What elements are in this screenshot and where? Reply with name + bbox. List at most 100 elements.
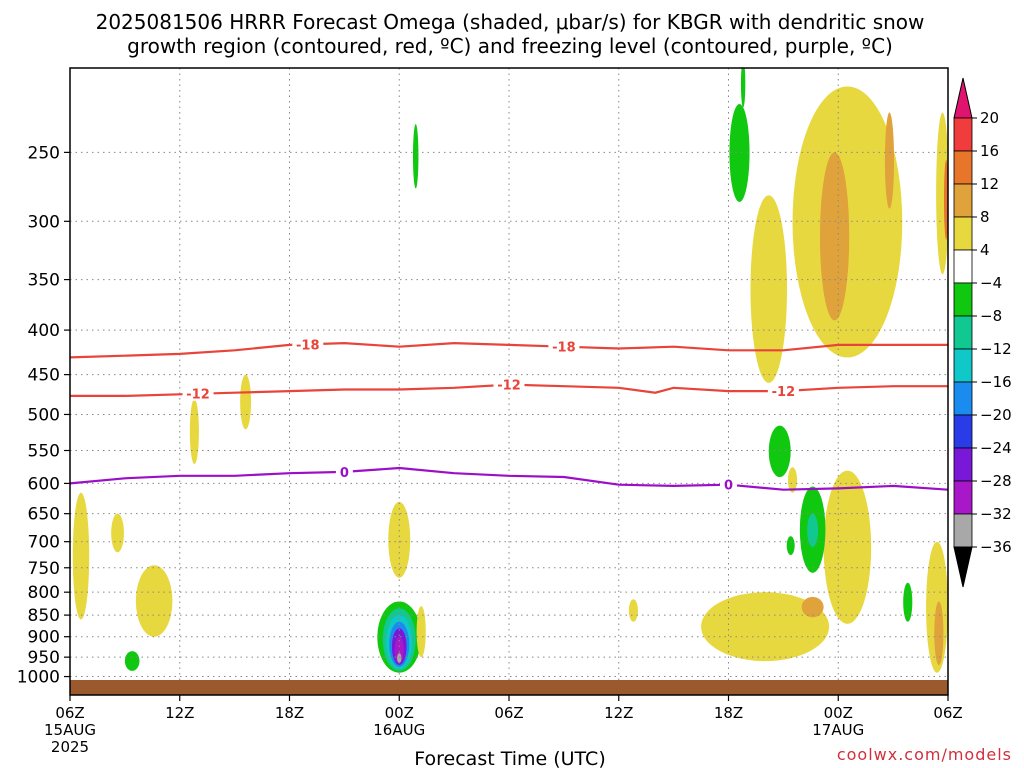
colorbar-bin [953, 447, 973, 482]
omega-region-19 [801, 596, 824, 618]
contour-label-bg [292, 337, 324, 352]
colorbar-bin [953, 117, 973, 152]
omega-region-35 [943, 159, 948, 240]
omega-region-27 [729, 104, 750, 202]
omega-region-12 [394, 636, 404, 664]
colorbar-label: −12 [980, 340, 1012, 358]
contour-line--18 [70, 341, 948, 359]
colorbar-bin [953, 249, 973, 284]
colorbar-label: 8 [980, 208, 990, 226]
colorbar-over-arrow [953, 77, 973, 119]
x-tick-label: 12Z [165, 704, 194, 722]
contour-label-bg [182, 386, 214, 401]
x-tick-label: 00Z [385, 704, 414, 722]
colorbar-label: −36 [980, 538, 1012, 556]
colorbar: 20 16 12 8 4 −4 −8 −12 −16 −20 −24 −28 −32 −36 [953, 77, 1012, 588]
x-axis-label: Forecast Time (UTC) [414, 748, 605, 768]
colorbar-bin [953, 315, 973, 350]
colorbar-bin [953, 150, 973, 185]
colorbar-bin [953, 183, 973, 218]
omega-region-28 [740, 68, 746, 108]
y-tick-label-950: 950 [28, 648, 60, 668]
y-tick-label-1000: 1000 [17, 668, 60, 688]
omega-region-25 [819, 152, 850, 321]
x-tick-label: 12Z [604, 704, 633, 722]
contour-label-bg [767, 384, 799, 399]
omega-region-22 [768, 425, 791, 478]
colorbar-bin [953, 381, 973, 416]
contour-label-bg [493, 377, 525, 392]
omega-region-16 [628, 599, 638, 622]
y-tick-label-900: 900 [28, 628, 60, 648]
chart-title-line1: 2025081506 HRRR Forecast Omega (shaded, … [96, 10, 925, 34]
ground-surface [70, 680, 948, 695]
omega-region-29 [787, 467, 798, 493]
contour-label-bg [335, 464, 353, 479]
y-tick-label-600: 600 [28, 474, 60, 494]
colorbar-bin [953, 414, 973, 449]
contour-label--12: -12 [772, 385, 796, 400]
omega-region-18 [823, 470, 872, 624]
x-tick-label: 06Z [933, 704, 962, 722]
y-tick-label-700: 700 [28, 533, 60, 553]
contour-label-bg [720, 477, 737, 492]
omega-region-15 [412, 124, 419, 189]
y-tick-label-650: 650 [28, 505, 60, 525]
omega-region-0 [72, 492, 90, 620]
omega-region-2 [135, 565, 173, 637]
colorbar-under-arrow [953, 546, 973, 588]
omega-region-23 [750, 195, 788, 383]
colorbar-bin [953, 480, 973, 515]
contour-label--18: -18 [552, 341, 576, 356]
colorbar-label: −32 [980, 505, 1012, 523]
x-tick-year: 2025 [51, 738, 89, 756]
omega-region-13 [397, 653, 402, 664]
y-tick-label-800: 800 [28, 583, 60, 603]
omega-region-4 [189, 399, 199, 465]
omega-region-21 [807, 513, 819, 548]
x-tick-label: 18Z [714, 704, 743, 722]
colorbar-label: −4 [980, 274, 1002, 292]
y-tick-label-500: 500 [28, 405, 60, 425]
contour-label--18: -18 [296, 338, 320, 353]
colorbar-label: 16 [980, 142, 999, 160]
y-tick-label-450: 450 [28, 366, 60, 386]
x-tick-date: 16AUG [373, 721, 425, 739]
omega-region-30 [786, 536, 795, 555]
colorbar-label: −16 [980, 373, 1012, 391]
omega-region-33 [934, 601, 944, 666]
contour-label-0: 0 [340, 466, 349, 481]
omega-shading [72, 68, 948, 673]
contour-line-0 [70, 466, 948, 491]
contour-label-bg [548, 339, 580, 354]
omega-region-5 [240, 374, 252, 430]
colorbar-label: 12 [980, 175, 999, 193]
contour-label--12: -12 [186, 388, 210, 403]
y-tick-label-300: 300 [28, 212, 60, 232]
omega-region-3 [124, 651, 140, 671]
colorbar-bin [953, 216, 973, 251]
colorbar-label: 4 [980, 241, 990, 259]
contour-label--12: -12 [497, 379, 521, 394]
watermark: coolwx.com/models [837, 745, 1012, 764]
y-tick-label-850: 850 [28, 606, 60, 626]
contour-label-0: 0 [724, 479, 733, 494]
colorbar-label: 20 [980, 109, 999, 127]
omega-region-14 [416, 606, 426, 658]
omega-region-31 [903, 582, 913, 622]
x-tick-label: 18Z [275, 704, 304, 722]
y-axis: 2503003504004505005506006507007508008509… [17, 143, 70, 688]
gridlines [70, 68, 948, 695]
colorbar-bin [953, 513, 973, 548]
omega-region-1 [111, 513, 124, 553]
isotherm-contours: -18 -18 -12 -12 -12 0 0 [70, 337, 948, 494]
y-tick-label-750: 750 [28, 559, 60, 579]
x-tick-label: 00Z [824, 704, 853, 722]
x-tick-label: 06Z [494, 704, 523, 722]
colorbar-bin [953, 282, 973, 317]
y-tick-label-250: 250 [28, 143, 60, 163]
y-tick-label-400: 400 [28, 321, 60, 341]
colorbar-label: −8 [980, 307, 1002, 325]
